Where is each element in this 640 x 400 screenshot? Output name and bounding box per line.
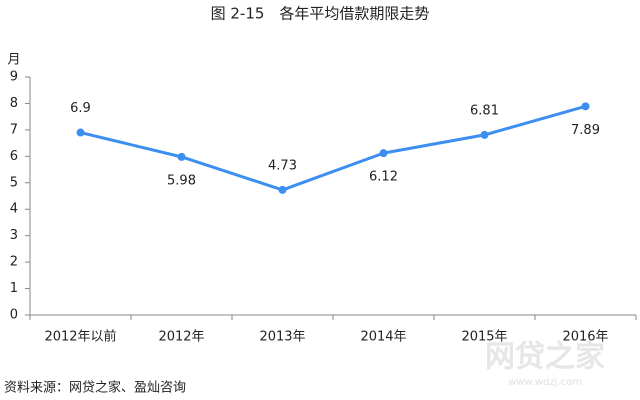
- watermark-url: www.wdzj.com: [508, 377, 582, 388]
- y-tick-label: 3: [10, 228, 18, 243]
- watermark: 网贷之家: [485, 340, 605, 375]
- y-tick-label: 4: [10, 202, 18, 217]
- data-label: 5.98: [167, 173, 196, 188]
- x-tick-label: 2014年: [360, 330, 406, 345]
- x-tick-label: 2015年: [461, 330, 507, 345]
- point: [76, 128, 85, 137]
- y-tick-label: 7: [10, 122, 18, 137]
- data-label: 4.73: [268, 158, 297, 173]
- data-label: 6.9: [70, 101, 91, 116]
- data-label: 7.89: [571, 123, 600, 138]
- point: [278, 185, 287, 194]
- data-label: 6.81: [470, 103, 499, 118]
- chart-title: 图 2-15 各年平均借款期限走势: [211, 5, 430, 23]
- source-note: 资料来源：网贷之家、盈灿咨询: [4, 380, 186, 396]
- x-tick-label: 2013年: [259, 330, 305, 345]
- point: [177, 152, 186, 161]
- y-tick-label: 5: [10, 175, 18, 190]
- y-tick-label: 8: [10, 96, 18, 111]
- y-tick-label: 0: [10, 308, 18, 323]
- y-axis-label: 月: [7, 53, 20, 68]
- point: [581, 102, 590, 111]
- x-tick-label: 2016年: [562, 330, 608, 345]
- line: [80, 104, 586, 192]
- y-tick-label: 6: [10, 149, 18, 164]
- point: [480, 130, 489, 139]
- x-tick-label: 2012年以前: [44, 329, 116, 345]
- y-tick-label: 1: [10, 281, 18, 296]
- y-tick-label: 2: [10, 255, 18, 270]
- x-tick-label: 2012年: [158, 330, 204, 345]
- data-label: 6.12: [369, 170, 398, 185]
- y-tick-label: 9: [10, 70, 18, 85]
- point: [379, 149, 388, 158]
